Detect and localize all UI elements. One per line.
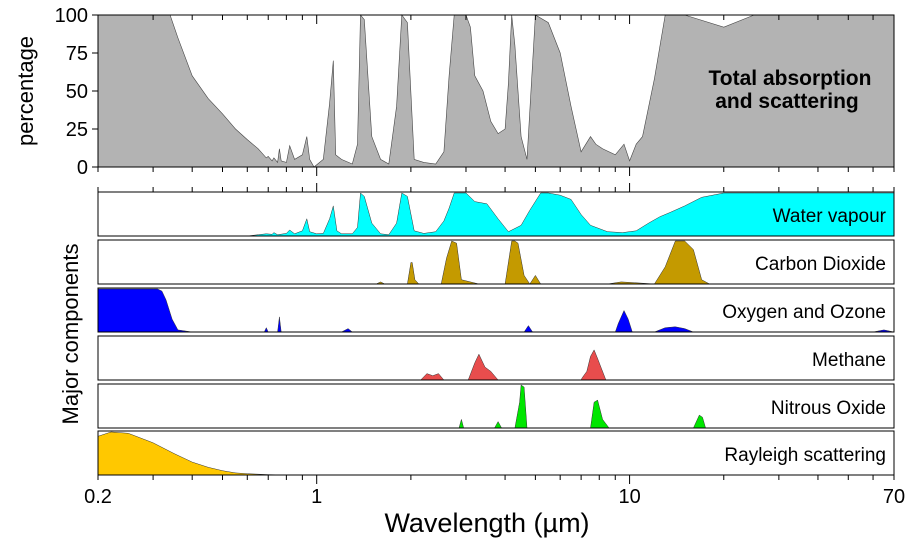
total-absorption-area xyxy=(97,14,895,168)
series-label: Oxygen and Ozone xyxy=(722,302,886,323)
x-tick-label: 1 xyxy=(311,486,322,508)
series-area xyxy=(98,192,895,237)
bottom-x-ticks xyxy=(97,183,895,484)
total-absorption-annotation-line2: and scattering xyxy=(715,90,859,113)
panel-nitrous-oxide: Nitrous Oxide xyxy=(97,383,895,429)
series-label: Rayleigh scattering xyxy=(724,445,886,466)
panel-oxygen-and-ozone: Oxygen and Ozone xyxy=(97,287,895,333)
top-y-tick-label: 100 xyxy=(55,5,88,27)
panel-frame xyxy=(97,383,895,429)
x-tick-labels: 0.2 1 10 70 xyxy=(84,486,905,508)
panel-carbon-dioxide: Carbon Dioxide xyxy=(97,239,895,285)
component-panels: Water vapour Carbon Dioxide Oxygen and Ozo… xyxy=(97,191,895,476)
top-y-tick-label: 0 xyxy=(77,157,88,179)
panel-frame xyxy=(97,287,895,333)
top-x-ticks xyxy=(97,15,895,176)
panel-frame xyxy=(97,335,895,381)
series-label: Methane xyxy=(812,350,886,371)
top-y-tick-label: 50 xyxy=(66,81,88,103)
panel-frame xyxy=(97,430,895,476)
panel-rayleigh-scattering: Rayleigh scattering xyxy=(97,430,895,476)
total-absorption-panel: 0 25 50 75 100 Total absorption and scatteri… xyxy=(13,5,895,179)
top-y-ticks: 0 25 50 75 100 xyxy=(55,5,98,179)
series-label: Carbon Dioxide xyxy=(755,254,886,275)
top-y-tick-label: 75 xyxy=(66,43,88,65)
series-label: Water vapour xyxy=(773,206,887,227)
x-axis-label: Wavelength (µm) xyxy=(384,508,589,538)
panel-water-vapour: Water vapour xyxy=(97,191,895,237)
series-label: Nitrous Oxide xyxy=(771,398,886,419)
panel-frame xyxy=(97,191,895,237)
x-tick-label: 10 xyxy=(618,486,640,508)
x-tick-label: 0.2 xyxy=(84,486,112,508)
x-tick-label: 70 xyxy=(883,486,905,508)
series-area xyxy=(98,240,894,285)
components-axis-label: Major components xyxy=(58,244,83,425)
top-y-tick-label: 25 xyxy=(66,119,88,141)
total-absorption-annotation-line1: Total absorption xyxy=(709,67,872,90)
panel-frame xyxy=(97,239,895,285)
panel-methane: Methane xyxy=(97,335,895,381)
series-area xyxy=(98,349,894,381)
top-y-axis-label: percentage xyxy=(13,36,38,146)
